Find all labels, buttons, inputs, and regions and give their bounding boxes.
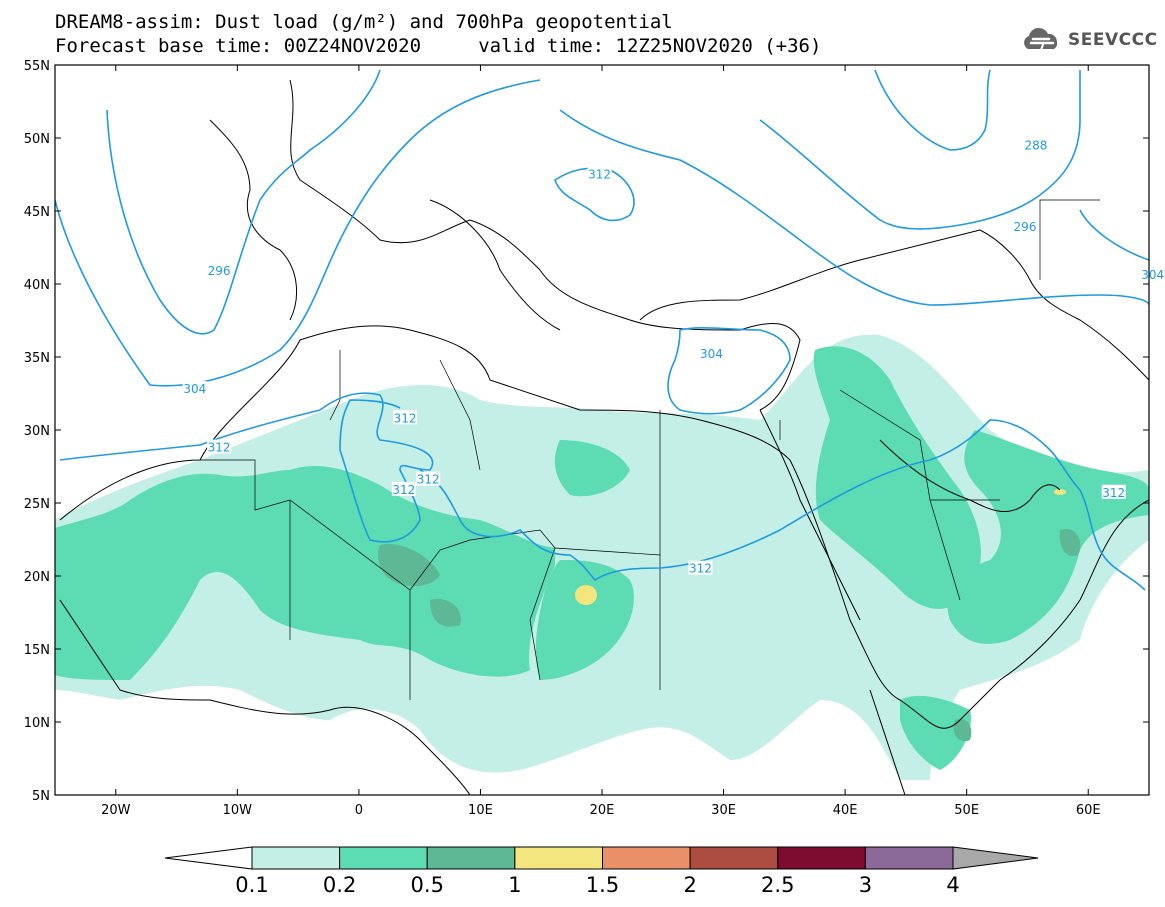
contour-label-bg <box>688 560 713 575</box>
contour-label: 304 <box>182 381 207 396</box>
contour-label-text: 288 <box>1025 138 1048 152</box>
contour-label-bg <box>207 262 232 277</box>
colorbar-swatch <box>514 846 603 870</box>
contour-label-text: 304 <box>1141 268 1164 282</box>
contour-label-text: 312 <box>588 168 611 182</box>
lon-tick-label: 40E <box>833 803 858 818</box>
colorbar-tick-label: 0.2 <box>323 873 356 897</box>
contour-label-bg <box>699 346 724 361</box>
contour-label: 312 <box>587 166 612 182</box>
map-area <box>55 69 1149 795</box>
seevccc-logo: SEEVCCC <box>1018 24 1158 56</box>
longitude-axis: 20W 10W 0 10E 20E 30E 40E 50E 60E <box>101 65 1101 818</box>
colorbar-tick-label: 2.5 <box>761 873 794 897</box>
contour-label-text: 312 <box>392 483 415 497</box>
contour-label-bg <box>391 481 416 496</box>
map-title: DREAM8-assim: Dust load (g/m²) and 700hP… <box>55 11 673 33</box>
contour-label: 296 <box>207 262 232 278</box>
lon-tick-label: 20W <box>101 803 131 818</box>
contour-label-text: 296 <box>1014 220 1037 234</box>
colorbar-tick-label: 4 <box>946 873 959 897</box>
lon-tick-label: 10W <box>223 803 253 818</box>
contour-label: 288 <box>1023 137 1048 152</box>
lat-tick-label: 5N <box>32 789 50 804</box>
contour-label-bg <box>393 410 418 425</box>
colorbar-tick-label: 2 <box>683 873 696 897</box>
lon-tick-label: 10E <box>468 803 493 818</box>
colorbar-swatch <box>777 846 866 870</box>
contour-label-text: 312 <box>208 441 231 455</box>
dust-band-0-5 <box>377 529 1081 742</box>
colorbar-swatch <box>689 846 779 870</box>
contour-label: 312 <box>688 560 713 576</box>
colorbar-under-triangle <box>164 846 253 870</box>
contour-label: 304 <box>699 346 724 361</box>
contour-label: 312 <box>207 439 232 455</box>
colorbar-swatch <box>251 846 341 870</box>
contour-label-text: 304 <box>700 347 723 361</box>
lon-tick-label: 30E <box>711 803 736 818</box>
colorbar-swatch <box>602 846 691 870</box>
lat-tick-label: 50N <box>24 132 50 147</box>
lon-tick-label: 60E <box>1076 803 1101 818</box>
contour-label-text: 312 <box>689 562 712 576</box>
dust-band-0-1 <box>55 334 1149 780</box>
contour-label: 312 <box>1101 484 1126 500</box>
logo-text: SEEVCCC <box>1068 30 1158 50</box>
forecast-time-subtitle: Forecast base time: 00Z24NOV2020 valid t… <box>55 35 822 57</box>
latitude-axis: 55N 50N 45N 40N 35N 30N 25N 20N 15N 10N 5N <box>24 59 1149 804</box>
contour-label-text: 296 <box>208 264 231 278</box>
contour-label: 312 <box>391 481 416 497</box>
lon-tick-label: 0 <box>355 803 363 818</box>
colorbar-swatch <box>426 846 516 870</box>
contour-label-bg <box>1023 137 1048 152</box>
contour-label: 312 <box>393 410 418 425</box>
contour-label-bg <box>1013 219 1038 234</box>
contour-label-bg <box>182 381 207 396</box>
lat-tick-label: 45N <box>24 205 50 220</box>
lat-tick-label: 55N <box>24 59 50 74</box>
contour-label-text: 304 <box>183 382 206 396</box>
colorbar-tick-label: 1.5 <box>586 873 619 897</box>
map-frame <box>54 64 1150 796</box>
lat-tick-label: 30N <box>24 424 50 439</box>
dust-band-0-2 <box>55 346 1149 770</box>
contour-label-bg <box>1101 484 1126 499</box>
lat-tick-label: 10N <box>24 716 50 731</box>
colorbar-swatch <box>864 846 954 870</box>
colorbar-swatch <box>339 846 428 870</box>
contour-label-bg <box>1140 267 1165 282</box>
colorbar-tick-label: 1 <box>508 873 521 897</box>
contour-label-bg <box>587 166 612 181</box>
lon-tick-label: 50E <box>954 803 979 818</box>
cloud-icon <box>1024 27 1058 51</box>
dust-band-1 <box>575 489 1066 605</box>
lat-tick-label: 40N <box>24 278 50 293</box>
country-borders <box>200 199 1100 700</box>
lat-tick-label: 25N <box>24 497 50 512</box>
contour-label: 304 <box>1140 267 1165 282</box>
lat-tick-label: 15N <box>24 643 50 658</box>
lat-tick-label: 20N <box>24 570 50 585</box>
contour-label-bg <box>416 471 441 486</box>
contour-label: 296 <box>1013 219 1038 234</box>
colorbar: 0.1 0.2 0.5 1 1.5 2 2.5 3 4 <box>164 846 1039 897</box>
contour-label-bg <box>207 439 232 454</box>
lat-tick-label: 35N <box>24 351 50 366</box>
lon-tick-label: 20E <box>590 803 615 818</box>
colorbar-tick-label: 3 <box>859 873 872 897</box>
contour-label-text: 312 <box>417 473 440 487</box>
contour-label: 312 <box>416 471 441 487</box>
coastlines <box>59 79 1149 795</box>
contour-label-text: 312 <box>394 411 417 425</box>
geopotential-contours <box>55 69 1149 591</box>
colorbar-over-triangle <box>952 846 1039 870</box>
colorbar-tick-label: 0.5 <box>411 873 444 897</box>
colorbar-tick-label: 0.1 <box>235 873 268 897</box>
contour-label-text: 312 <box>1102 486 1125 500</box>
